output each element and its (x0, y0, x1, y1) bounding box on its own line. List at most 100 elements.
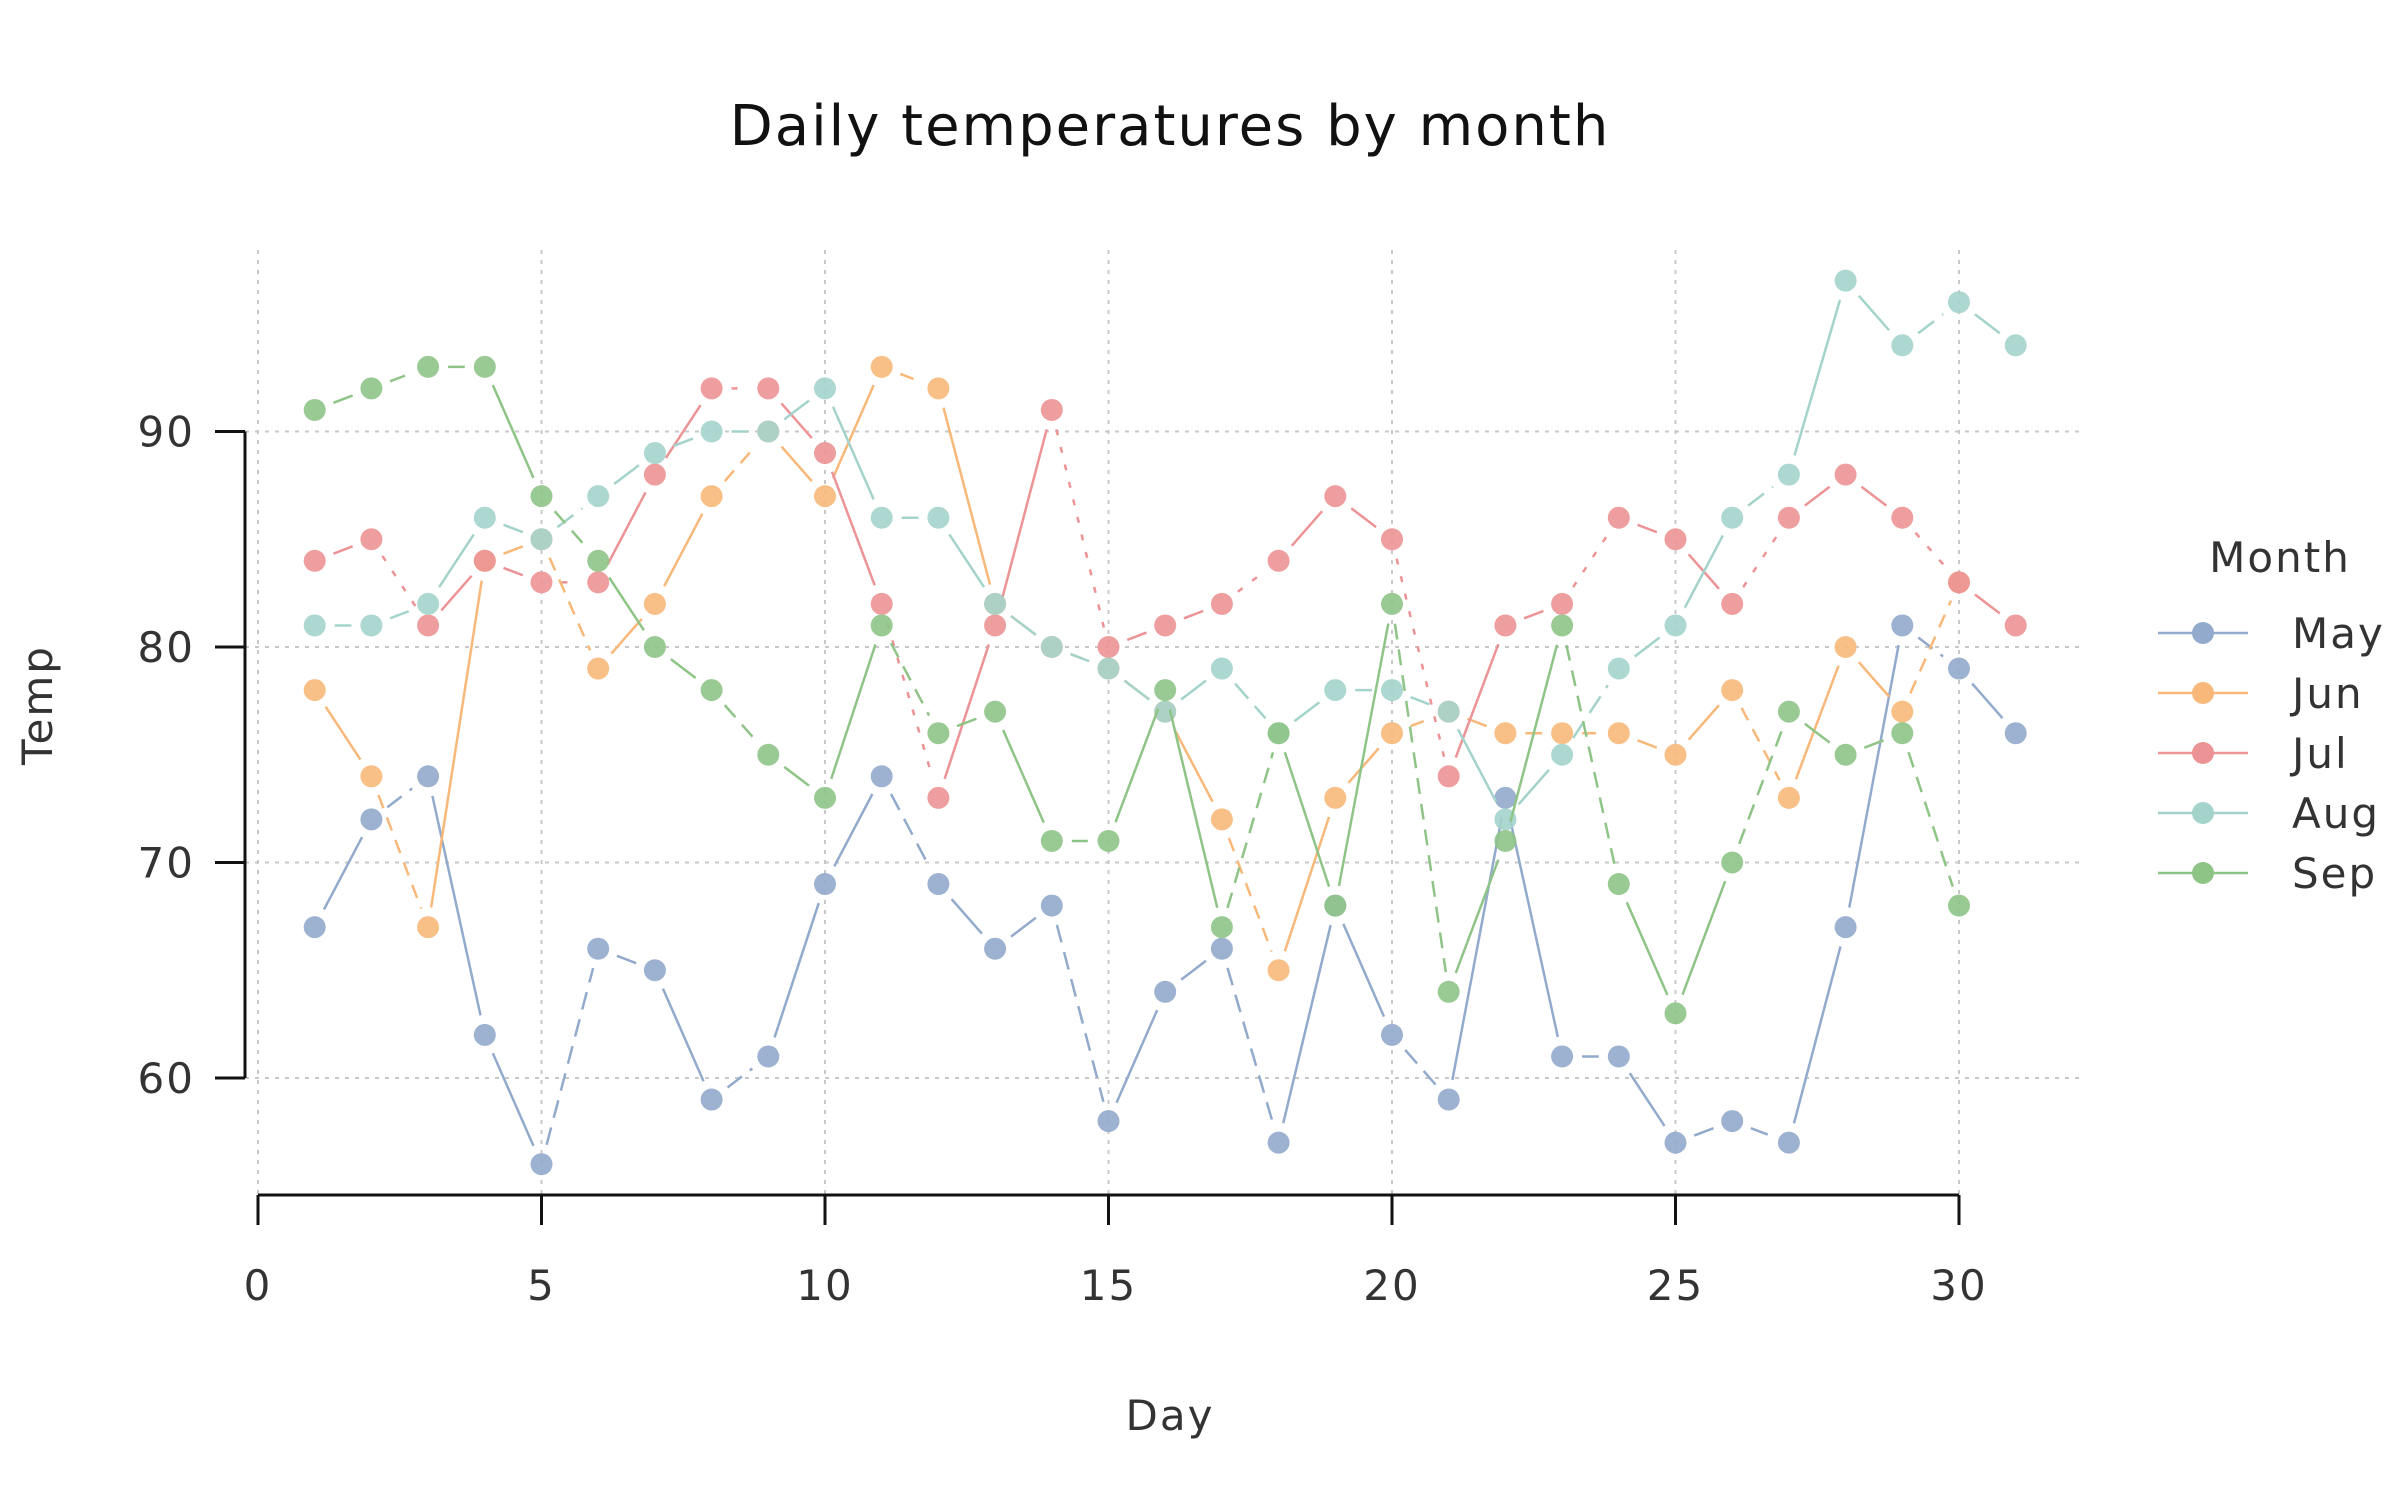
data-point (473, 549, 496, 572)
data-point (1097, 657, 1120, 680)
series-line-segment (545, 967, 595, 1146)
data-point (1551, 743, 1574, 766)
series-line-segment (1126, 631, 1147, 642)
series-line-segment (1010, 916, 1037, 938)
data-point (1607, 722, 1630, 745)
data-point (1834, 916, 1857, 939)
data-point (1324, 679, 1347, 702)
series-line-segment (1804, 722, 1831, 744)
series-line-segment (1572, 684, 1609, 739)
series-line-segment (1683, 534, 1724, 609)
series-line-segment (1395, 558, 1446, 758)
data-point (1040, 894, 1063, 917)
series-line-segment (1637, 523, 1658, 534)
series-line-segment (1451, 817, 1503, 1081)
series-aug (303, 269, 2027, 831)
data-point (1664, 528, 1687, 551)
series-line-segment (998, 428, 1048, 607)
legend-marker (2192, 862, 2214, 884)
data-point (984, 614, 1007, 637)
data-point (757, 743, 780, 766)
data-point (530, 571, 553, 594)
series-line-segment (1517, 768, 1550, 806)
data-point (1097, 829, 1120, 852)
series-line-segment (610, 618, 643, 655)
data-point (1721, 851, 1744, 874)
legend-title: Month (2209, 533, 2351, 582)
data-point (1777, 506, 1800, 529)
x-axis-label: Day (1126, 1391, 1215, 1440)
data-point (1040, 636, 1063, 658)
series-line-segment (1863, 739, 1885, 749)
data-point (1381, 592, 1403, 615)
data-point (1097, 1110, 1120, 1133)
data-point (1494, 614, 1517, 637)
series-line-segment (1393, 623, 1448, 973)
data-point (1494, 829, 1517, 852)
series-line-segment (1410, 717, 1431, 728)
data-point (1494, 808, 1517, 831)
series-line-segment (1974, 593, 2001, 615)
data-point (1948, 291, 1970, 314)
series-line-segment (723, 704, 757, 741)
series-jul (303, 377, 2027, 809)
data-point (1381, 679, 1403, 702)
data-point (757, 1045, 780, 1068)
series-line-segment (381, 555, 419, 610)
data-point (473, 506, 496, 529)
data-point (1210, 937, 1233, 960)
data-point (1891, 506, 1914, 529)
legend-label: Jul (2289, 729, 2349, 778)
series-line-segment (780, 402, 813, 439)
series-line-segment (1857, 294, 1891, 332)
data-point (1891, 614, 1914, 637)
y-tick-label: 90 (138, 408, 195, 457)
series-line-segment (324, 706, 362, 761)
series-line-segment (1237, 571, 1264, 593)
data-point (814, 442, 836, 465)
data-point (303, 614, 326, 637)
data-point (814, 873, 836, 896)
series-line-segment (783, 765, 810, 787)
x-tick-label: 15 (1080, 1261, 1137, 1310)
y-axis-label: Temp (13, 645, 62, 766)
series-line-segment (1633, 636, 1661, 658)
data-point (1834, 463, 1857, 486)
data-point (1324, 894, 1347, 917)
series-layer (303, 269, 2027, 1176)
series-line-segment (491, 384, 535, 479)
data-point (1607, 657, 1630, 680)
series-line-segment (1687, 704, 1720, 741)
data-point (1664, 743, 1687, 766)
series-line-segment (1404, 1049, 1437, 1086)
series-line-segment (1114, 708, 1160, 823)
series-line-segment (1342, 923, 1386, 1018)
data-point (1551, 722, 1574, 745)
series-line-segment (1907, 751, 1954, 887)
series-line-segment (1523, 609, 1544, 620)
data-point (587, 485, 610, 508)
data-point (927, 786, 950, 809)
series-line-segment (1917, 313, 1944, 335)
data-point (1210, 808, 1233, 831)
data-point (927, 506, 950, 529)
series-line-segment (1226, 752, 1275, 909)
series-line-segment (503, 523, 524, 534)
data-point (700, 420, 723, 443)
series-line-segment (830, 644, 877, 780)
series-line-segment (1227, 837, 1273, 952)
series-line-segment (948, 533, 986, 588)
data-point (1324, 485, 1347, 508)
data-point (530, 1153, 553, 1176)
series-line-segment (1637, 739, 1658, 749)
data-point (1721, 1110, 1744, 1133)
data-point (1210, 916, 1233, 939)
data-point (1664, 1131, 1687, 1154)
series-line-segment (831, 384, 875, 479)
data-point (814, 786, 836, 809)
data-point (870, 614, 893, 637)
data-point (1607, 506, 1630, 529)
chart-title: Daily temperatures by month (730, 94, 1611, 159)
legend-item-jul: Jul (2158, 729, 2349, 778)
data-point (1267, 722, 1290, 745)
